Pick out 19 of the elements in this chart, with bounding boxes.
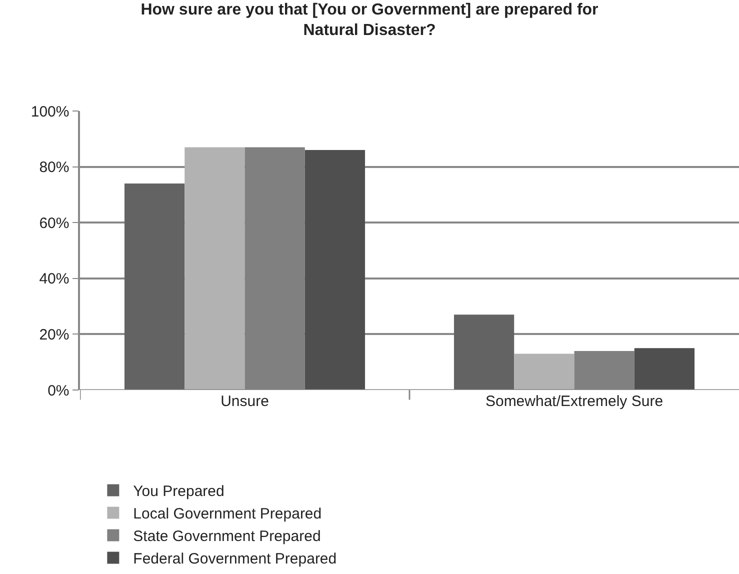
x-tick-label: Somewhat/Extremely Sure [485,393,664,410]
legend-label: Federal Government Prepared [133,550,337,568]
legend-label: You Prepared [133,483,224,500]
bar [634,348,695,390]
chart-title: How sure are you that [You or Government] are prepared for Natural Disaster? [140,1,598,40]
y-tick-label: 0% [48,382,70,400]
y-tick-label: 40% [39,270,70,288]
y-tick-label: 100% [30,103,70,120]
x-tick-label: Unsure [220,393,269,410]
bar [184,147,245,390]
bar [514,354,574,390]
y-tick-label: 80% [39,159,70,176]
bar [454,314,514,390]
bar [304,150,366,390]
y-tick-label: 60% [39,214,70,232]
y-tick-label: 20% [39,326,70,344]
bar [124,184,185,390]
legend-label: State Government Prepared [133,528,321,546]
legend-label: Local Government Prepared [133,506,322,523]
